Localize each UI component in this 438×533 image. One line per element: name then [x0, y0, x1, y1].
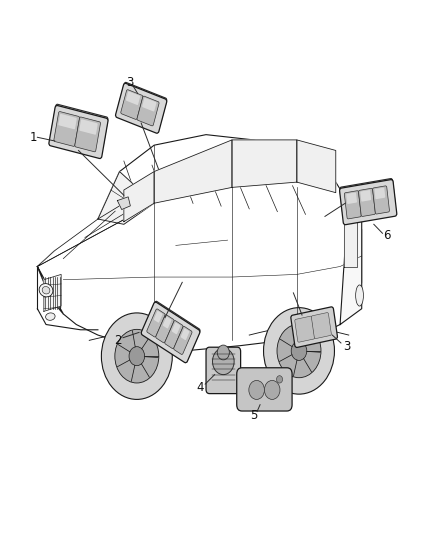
FancyBboxPatch shape: [344, 191, 361, 219]
FancyBboxPatch shape: [311, 312, 332, 338]
FancyBboxPatch shape: [137, 96, 159, 126]
FancyBboxPatch shape: [165, 320, 183, 349]
FancyBboxPatch shape: [291, 307, 337, 348]
FancyBboxPatch shape: [374, 188, 385, 199]
Circle shape: [129, 346, 145, 366]
Polygon shape: [98, 172, 154, 224]
Circle shape: [291, 341, 307, 360]
FancyBboxPatch shape: [147, 309, 165, 337]
FancyBboxPatch shape: [339, 180, 397, 225]
Text: 3: 3: [343, 340, 351, 353]
Polygon shape: [44, 274, 61, 311]
Text: 5: 5: [250, 409, 257, 422]
Circle shape: [265, 381, 280, 399]
FancyBboxPatch shape: [126, 91, 140, 105]
FancyBboxPatch shape: [79, 119, 98, 135]
FancyBboxPatch shape: [75, 117, 100, 152]
FancyBboxPatch shape: [206, 347, 240, 393]
FancyBboxPatch shape: [54, 111, 80, 147]
Polygon shape: [232, 140, 297, 188]
FancyBboxPatch shape: [172, 322, 180, 334]
FancyBboxPatch shape: [181, 328, 189, 340]
FancyBboxPatch shape: [340, 179, 395, 213]
Ellipse shape: [39, 284, 53, 297]
Polygon shape: [37, 266, 64, 314]
FancyBboxPatch shape: [146, 301, 200, 352]
Circle shape: [101, 313, 172, 399]
Circle shape: [276, 376, 283, 383]
Ellipse shape: [42, 287, 50, 294]
FancyBboxPatch shape: [360, 190, 371, 201]
FancyBboxPatch shape: [156, 314, 174, 343]
FancyBboxPatch shape: [142, 98, 156, 111]
Polygon shape: [37, 188, 362, 351]
Circle shape: [264, 308, 335, 394]
Ellipse shape: [356, 285, 364, 306]
Circle shape: [212, 348, 234, 375]
FancyBboxPatch shape: [116, 83, 167, 133]
Text: 6: 6: [383, 229, 391, 243]
Ellipse shape: [46, 313, 55, 320]
FancyBboxPatch shape: [49, 106, 108, 158]
FancyBboxPatch shape: [58, 114, 77, 130]
FancyBboxPatch shape: [295, 316, 315, 342]
Text: 1: 1: [29, 131, 37, 144]
FancyBboxPatch shape: [121, 90, 143, 119]
FancyBboxPatch shape: [163, 317, 171, 328]
FancyBboxPatch shape: [51, 104, 108, 146]
Text: 4: 4: [196, 381, 204, 394]
Polygon shape: [124, 172, 154, 222]
FancyBboxPatch shape: [346, 192, 357, 204]
Text: 2: 2: [113, 334, 121, 347]
Polygon shape: [154, 140, 232, 203]
Polygon shape: [340, 192, 362, 325]
Polygon shape: [297, 140, 336, 192]
Polygon shape: [344, 203, 357, 266]
FancyBboxPatch shape: [119, 83, 167, 123]
Text: 3: 3: [127, 76, 134, 90]
FancyBboxPatch shape: [358, 188, 375, 216]
Circle shape: [277, 324, 321, 378]
FancyBboxPatch shape: [373, 186, 389, 214]
FancyBboxPatch shape: [154, 311, 162, 322]
Polygon shape: [117, 197, 131, 209]
Circle shape: [249, 381, 265, 399]
Circle shape: [115, 329, 159, 383]
Polygon shape: [98, 135, 349, 219]
FancyBboxPatch shape: [237, 368, 292, 411]
FancyBboxPatch shape: [174, 326, 192, 354]
Polygon shape: [37, 203, 154, 266]
Circle shape: [217, 345, 230, 360]
FancyBboxPatch shape: [141, 302, 200, 363]
